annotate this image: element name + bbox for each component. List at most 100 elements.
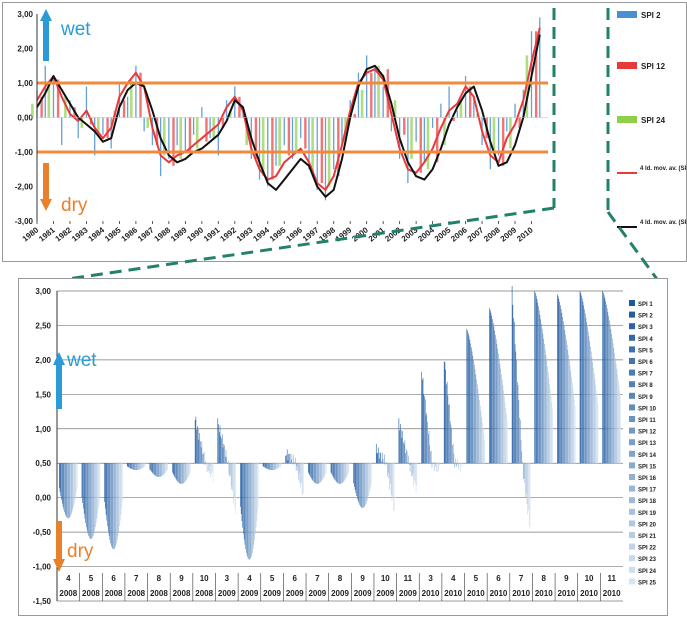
bottom-bar-spi-20: [209, 463, 210, 474]
bottom-bar-spi-11: [541, 328, 543, 464]
top-bar-spi-24: [261, 117, 265, 177]
top-x-tick-label: 1985: [103, 225, 123, 243]
bottom-bar-spi-7: [584, 309, 585, 464]
bottom-bar-spi-21: [549, 383, 550, 464]
bottom-bar-spi-19: [389, 463, 390, 490]
bottom-bar-spi-19: [570, 371, 572, 464]
top-bar-spi-2: [61, 117, 63, 146]
bottom-bar-spi-12: [157, 463, 159, 477]
bottom-bar-spi-3: [558, 298, 560, 464]
bottom-bar-spi-10: [65, 463, 67, 517]
bottom-bar-spi-19: [479, 405, 481, 464]
bottom-bar-spi-15: [431, 463, 433, 468]
bottom-bar-spi-25: [597, 402, 599, 464]
bottom-bar-spi-2: [172, 463, 174, 475]
bottom-bar-spi-18: [366, 463, 367, 504]
bottom-bar-spi-5: [288, 453, 289, 464]
bottom-bar-spi-17: [342, 463, 344, 483]
bottom-bar-spi-7: [493, 326, 495, 464]
bottom-bar-spi-4: [536, 298, 538, 464]
bottom-legend-label: SPI 6: [638, 360, 653, 366]
bottom-bar-spi-2: [444, 361, 446, 464]
bottom-bar-spi-3: [264, 463, 265, 468]
bottom-bar-spi-19: [593, 367, 594, 464]
bottom-bar-spi-23: [188, 463, 190, 476]
bottom-bar-spi-14: [159, 463, 160, 477]
bottom-x-month-label: 10: [381, 574, 390, 583]
bottom-bar-spi-5: [84, 463, 86, 519]
bottom-bar-spi-10: [133, 463, 135, 470]
bottom-bar-spi-22: [74, 463, 76, 501]
bottom-legend-label: SPI 18: [638, 499, 657, 505]
bottom-bar-spi-1: [534, 291, 536, 464]
bottom-bar-spi-5: [401, 438, 403, 464]
bottom-bar-spi-8: [64, 463, 65, 513]
bottom-bar-spi-18: [252, 463, 254, 550]
top-bar-spi-24: [311, 117, 314, 173]
top-bar-spi-24: [278, 117, 281, 166]
bottom-bar-spi-23: [256, 463, 258, 521]
top-y-tick-label: -2,00: [15, 183, 34, 192]
bottom-bar-spi-8: [86, 463, 88, 531]
bottom-legend-swatch: [629, 450, 635, 457]
top-bar-spi-12: [320, 117, 324, 184]
bottom-bar-spi-2: [127, 463, 129, 467]
bottom-bar-spi-17: [523, 463, 525, 479]
top-bar-spi-24: [360, 89, 364, 118]
bottom-bar-spi-14: [363, 463, 364, 508]
top-x-tick-label: 1980: [21, 225, 41, 243]
bottom-bar-spi-13: [294, 462, 295, 464]
bottom-bar-spi-8: [290, 453, 292, 464]
bottom-bar-spi-9: [314, 463, 315, 483]
bottom-bar-spi-7: [335, 463, 336, 481]
bottom-bar-spi-18: [615, 358, 616, 464]
top-y-tick-label: 1,00: [17, 79, 33, 88]
bottom-bar-spi-20: [254, 463, 255, 540]
top-bar-spi-12: [468, 86, 472, 118]
bottom-bar-spi-23: [75, 463, 76, 497]
bottom-bar-spi-6: [153, 463, 154, 475]
bottom-bar-spi-1: [375, 443, 377, 464]
bottom-bar-spi-4: [242, 463, 243, 528]
bottom-bar-spi-6: [198, 439, 200, 464]
bottom-y-tick-label: -1,50: [33, 597, 52, 606]
bottom-bar-spi-10: [360, 463, 361, 507]
bottom-bar-spi-17: [319, 463, 321, 483]
bottom-x-year-label: 2010: [512, 589, 530, 598]
bottom-bar-spi-21: [345, 463, 347, 479]
top-bar-spi-2: [357, 72, 360, 118]
bottom-bar-spi-9: [268, 463, 270, 470]
top-bar-spi-12: [139, 72, 142, 118]
bottom-bar-spi-21: [413, 463, 415, 486]
bottom-bar-spi-10: [563, 325, 565, 464]
bottom-bar-spi-13: [113, 463, 114, 550]
top-bar-spi-12: [501, 117, 505, 166]
bottom-bar-spi-20: [231, 463, 233, 487]
top-x-tick-label: 1981: [37, 225, 57, 243]
bottom-bar-spi-18: [547, 366, 548, 464]
bottom-legend-swatch: [629, 369, 635, 376]
bottom-bar-spi-4: [219, 425, 221, 464]
bottom-bar-spi-4: [174, 463, 176, 478]
bottom-bar-spi-22: [618, 379, 619, 464]
bottom-bar-spi-25: [280, 463, 282, 467]
bottom-bar-spi-20: [141, 463, 142, 469]
top-bar-spi-24: [459, 100, 463, 118]
bottom-bar-spi-22: [165, 463, 166, 473]
bottom-bar-spi-5: [333, 463, 335, 479]
bottom-bar-spi-7: [199, 432, 200, 464]
top-x-tick-label: 2003: [400, 225, 420, 243]
bottom-bar-spi-14: [385, 462, 387, 464]
bottom-bar-spi-5: [152, 463, 154, 474]
bottom-bar-spi-16: [590, 351, 592, 464]
bottom-legend-label: SPI 12: [638, 430, 657, 436]
bottom-bar-spi-21: [277, 463, 279, 469]
top-bar-spi-24: [129, 79, 133, 118]
top-x-tick-label: 1987: [136, 225, 156, 243]
top-y-tick-label: 0,00: [17, 114, 33, 123]
bottom-bar-spi-9: [87, 463, 89, 534]
top-bar-spi-2: [473, 96, 475, 118]
bottom-bar-spi-2: [286, 455, 287, 464]
bottom-bar-spi-13: [611, 333, 612, 464]
bottom-bar-spi-15: [590, 346, 591, 464]
